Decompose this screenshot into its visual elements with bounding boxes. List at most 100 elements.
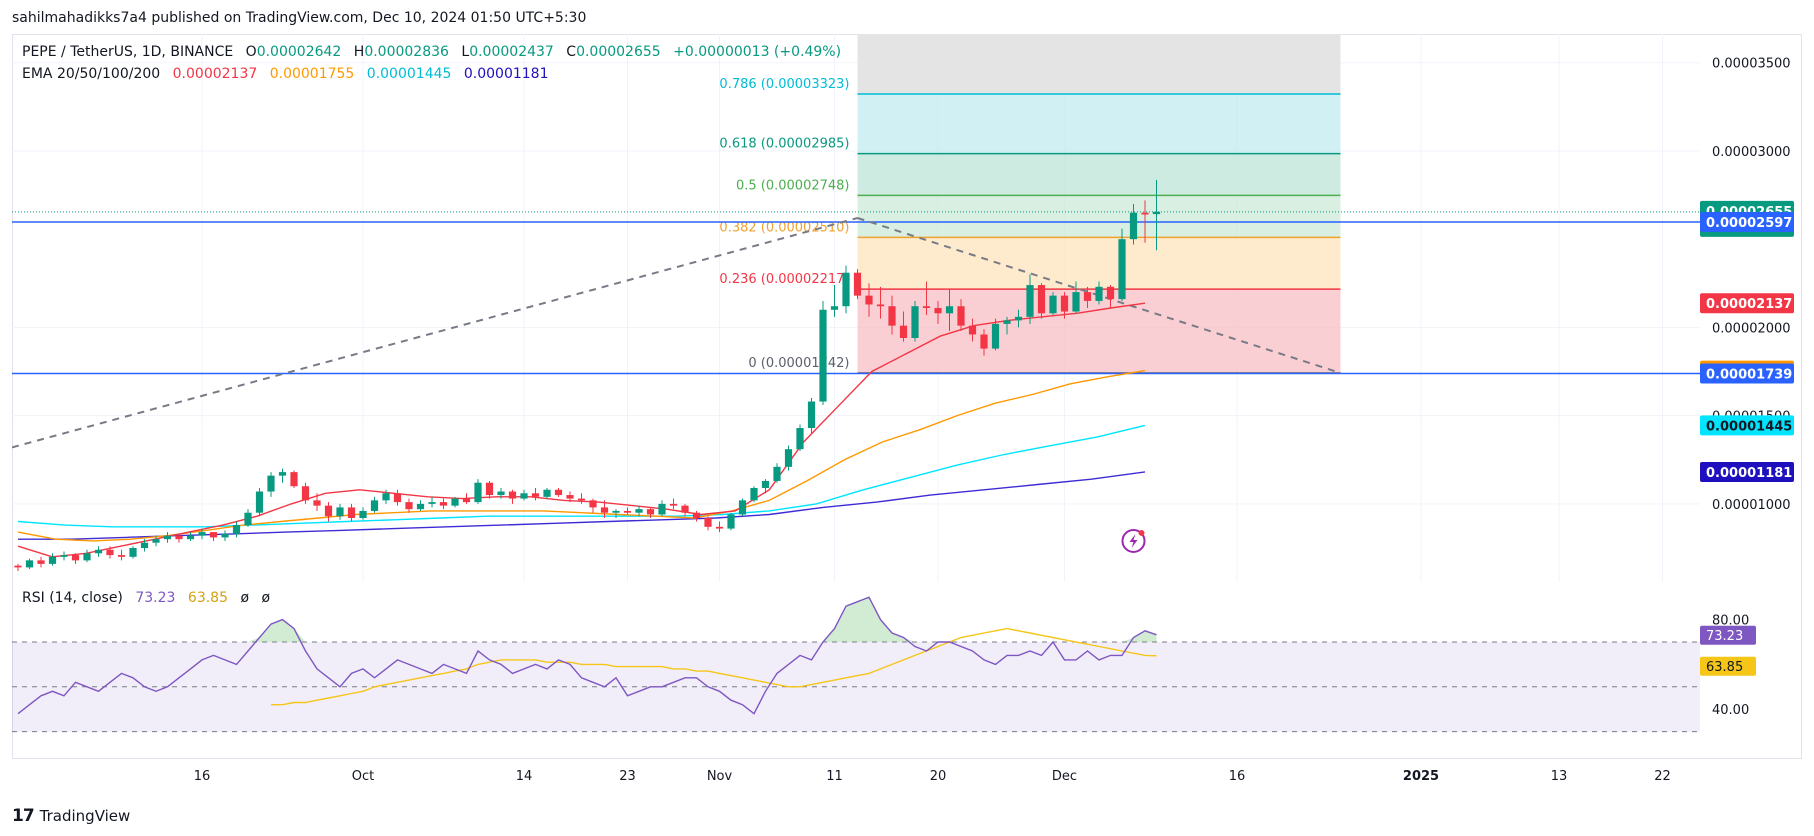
candle-body-13 xyxy=(163,535,172,540)
candle-body-10 xyxy=(129,548,137,557)
candle-body-34 xyxy=(405,502,413,510)
candle-body-93 xyxy=(1083,292,1092,301)
candle-body-58 xyxy=(681,505,689,513)
candle-body-24 xyxy=(290,472,298,487)
candle-body-62 xyxy=(727,514,735,529)
x-tick-9: 2025 xyxy=(1403,769,1439,784)
candle-body-45 xyxy=(531,493,540,497)
candle-body-65 xyxy=(761,480,770,488)
candle-body-94 xyxy=(1095,286,1103,301)
candle-body-74 xyxy=(865,295,873,305)
rsi-ma-value: 63.85 xyxy=(187,590,228,606)
y-tick-2: 0.00002000 xyxy=(1712,321,1791,336)
ema-legend[interactable]: EMA 20/50/100/200 0.00002137 0.00001755 … xyxy=(22,66,549,82)
candle-body-26 xyxy=(313,500,321,506)
fib-label-0.236: 0.236 (0.00002217) xyxy=(719,272,849,287)
candle-body-44 xyxy=(520,493,528,499)
price-tag-text-6: 0.00001181 xyxy=(1706,466,1792,481)
candle-body-56 xyxy=(658,503,666,515)
candle-body-8 xyxy=(106,549,114,556)
rsi-overbought-fill xyxy=(18,597,1157,642)
rsi-panel[interactable] xyxy=(12,582,1802,759)
candle-body-27 xyxy=(324,505,333,517)
candle-body-6 xyxy=(83,553,91,561)
rsi-ma-line xyxy=(271,627,1157,706)
fib-label-0.382: 0.382 (0.00002510) xyxy=(719,220,849,235)
low-value: 0.00002437 xyxy=(469,44,554,60)
rsi-legend[interactable]: RSI (14, close) 73.23 63.85 ø ø xyxy=(22,590,270,606)
ema200-line xyxy=(18,471,1146,540)
rsi-ma-tag-text: 63.85 xyxy=(1706,660,1743,675)
candle-body-54 xyxy=(635,509,643,513)
candle-body-71 xyxy=(830,306,839,310)
candle-body-40 xyxy=(474,482,482,503)
x-tick-3: 23 xyxy=(619,769,636,784)
flash-icon-dot xyxy=(1138,529,1145,536)
candle-body-59 xyxy=(692,512,701,518)
candle-body-15 xyxy=(186,535,195,540)
candle-body-82 xyxy=(957,306,965,326)
ema100-line xyxy=(17,424,1146,528)
candle-body-51 xyxy=(600,507,609,513)
publish-line: sahilmahadikks7a4 published on TradingVi… xyxy=(12,10,587,26)
candle-body-19 xyxy=(232,525,241,534)
fib-label-0: 0 (0.00001742) xyxy=(748,356,849,371)
fib-zone-3 xyxy=(857,153,1341,196)
candle-body-64 xyxy=(750,488,758,501)
fib-top-zone xyxy=(857,34,1341,94)
price-tag-text-1: 0.00002597 xyxy=(1706,216,1792,231)
candle-body-49 xyxy=(577,498,586,501)
candle-body-67 xyxy=(784,449,793,467)
rsi-value-tag-text: 73.23 xyxy=(1706,629,1743,644)
open-value: 0.00002642 xyxy=(256,44,342,60)
ema-label: EMA 20/50/100/200 xyxy=(22,66,161,82)
candle-body-46 xyxy=(543,489,551,497)
candle-body-79 xyxy=(922,306,931,308)
candle-body-12 xyxy=(152,539,160,543)
footer[interactable]: 17 TradingView xyxy=(12,806,130,826)
flash-icon xyxy=(1121,528,1146,553)
candle-body-99 xyxy=(1152,211,1161,215)
candle-body-32 xyxy=(382,493,390,501)
price-tag-text-5: 0.00001445 xyxy=(1706,419,1792,434)
candle-body-33 xyxy=(393,493,402,503)
candle-body-83 xyxy=(968,325,977,335)
candle-body-76 xyxy=(888,306,896,326)
rsi-value-tag xyxy=(1700,625,1756,645)
candle-body-35 xyxy=(416,503,425,510)
fib-zone-1 xyxy=(857,237,1341,290)
candle-body-29 xyxy=(347,507,356,518)
ema50-value: 0.00001755 xyxy=(269,66,355,82)
candle-body-61 xyxy=(715,526,724,529)
candle-body-31 xyxy=(370,500,379,511)
candle-body-42 xyxy=(497,491,505,496)
rsi-empty-2: ø xyxy=(261,590,271,606)
symbol-legend: PEPE / TetherUS, 1D, BINANCE O0.00002642… xyxy=(22,44,841,60)
candle-body-91 xyxy=(1060,295,1069,312)
x-tick-1: Oct xyxy=(352,769,374,784)
candle-body-63 xyxy=(738,500,747,515)
x-tick-11: 22 xyxy=(1654,769,1671,784)
close-value: 0.00002655 xyxy=(576,44,661,60)
candle-body-5 xyxy=(71,555,80,561)
rsi-ma-tag xyxy=(1700,656,1756,676)
candle-body-30 xyxy=(359,510,367,518)
symbol-name[interactable]: PEPE / TetherUS, 1D, BINANCE xyxy=(22,44,234,60)
candle-body-17 xyxy=(209,532,218,538)
candle-body-1 xyxy=(25,560,34,568)
main-plot: 0 (0.00001742) 0.236 (0.00002217) 0.382 (0… xyxy=(12,34,1700,582)
price-tag-text-4: 0.00001739 xyxy=(1706,367,1792,382)
rsi-empty-1: ø xyxy=(240,590,250,606)
candle-body-92 xyxy=(1072,292,1080,312)
rsi-value: 73.23 xyxy=(135,590,176,606)
rsi-plot xyxy=(12,596,1700,733)
candle-body-60 xyxy=(704,518,712,527)
candle-body-81 xyxy=(945,306,954,314)
tradingview-brand: TradingView xyxy=(39,807,131,825)
candle-body-4 xyxy=(60,555,68,557)
close-label: C xyxy=(566,44,577,60)
candle-body-14 xyxy=(175,535,183,540)
candle-body-78 xyxy=(911,306,919,338)
x-tick-0: 16 xyxy=(194,769,211,784)
